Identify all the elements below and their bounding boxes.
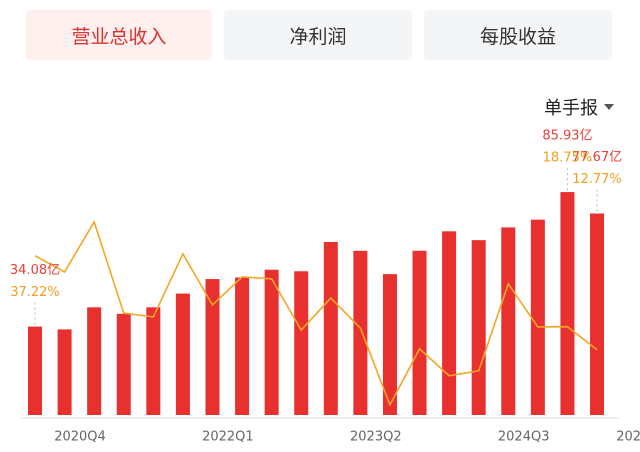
value-label: 18.75%: [543, 151, 593, 166]
bar: [57, 329, 72, 415]
period-dropdown[interactable]: 单手报: [544, 94, 614, 120]
dropdown-arrow: [604, 104, 614, 110]
tab[interactable]: 营业总收入: [26, 10, 212, 60]
value-label: 85.93亿: [542, 129, 592, 144]
bar: [382, 274, 397, 415]
bar: [205, 279, 220, 415]
x-tick-label: 2022Q1: [202, 430, 254, 445]
bar: [116, 313, 131, 415]
bar: [590, 213, 605, 415]
bar: [353, 250, 368, 415]
value-label: 37.22%: [10, 285, 60, 300]
bar: [235, 277, 250, 415]
bar: [323, 241, 338, 415]
bar: [501, 227, 516, 415]
bar: [28, 326, 42, 415]
period-label: 单手报: [544, 98, 598, 119]
x-tick-label: 2024Q3: [498, 430, 550, 445]
value-label: 12.77%: [572, 172, 622, 187]
bar: [175, 293, 190, 415]
growth-line: [34, 219, 598, 407]
x-tick-label: 2020Q4: [54, 430, 106, 445]
x-tick-label: 2025Q3: [616, 430, 640, 445]
value-label: 34.08亿: [10, 263, 60, 278]
tab[interactable]: 每股收益: [424, 10, 612, 60]
bar: [146, 307, 161, 415]
bar: [294, 271, 309, 415]
value-label: 77.67亿: [572, 150, 622, 165]
bar: [530, 219, 545, 415]
bar: [264, 269, 279, 415]
tab[interactable]: 净利润: [224, 10, 412, 60]
bar: [560, 192, 575, 415]
x-tick-label: 2023Q2: [350, 430, 402, 445]
bar: [442, 231, 457, 415]
bar: [412, 250, 427, 415]
bar: [87, 307, 102, 415]
bar: [471, 240, 486, 415]
